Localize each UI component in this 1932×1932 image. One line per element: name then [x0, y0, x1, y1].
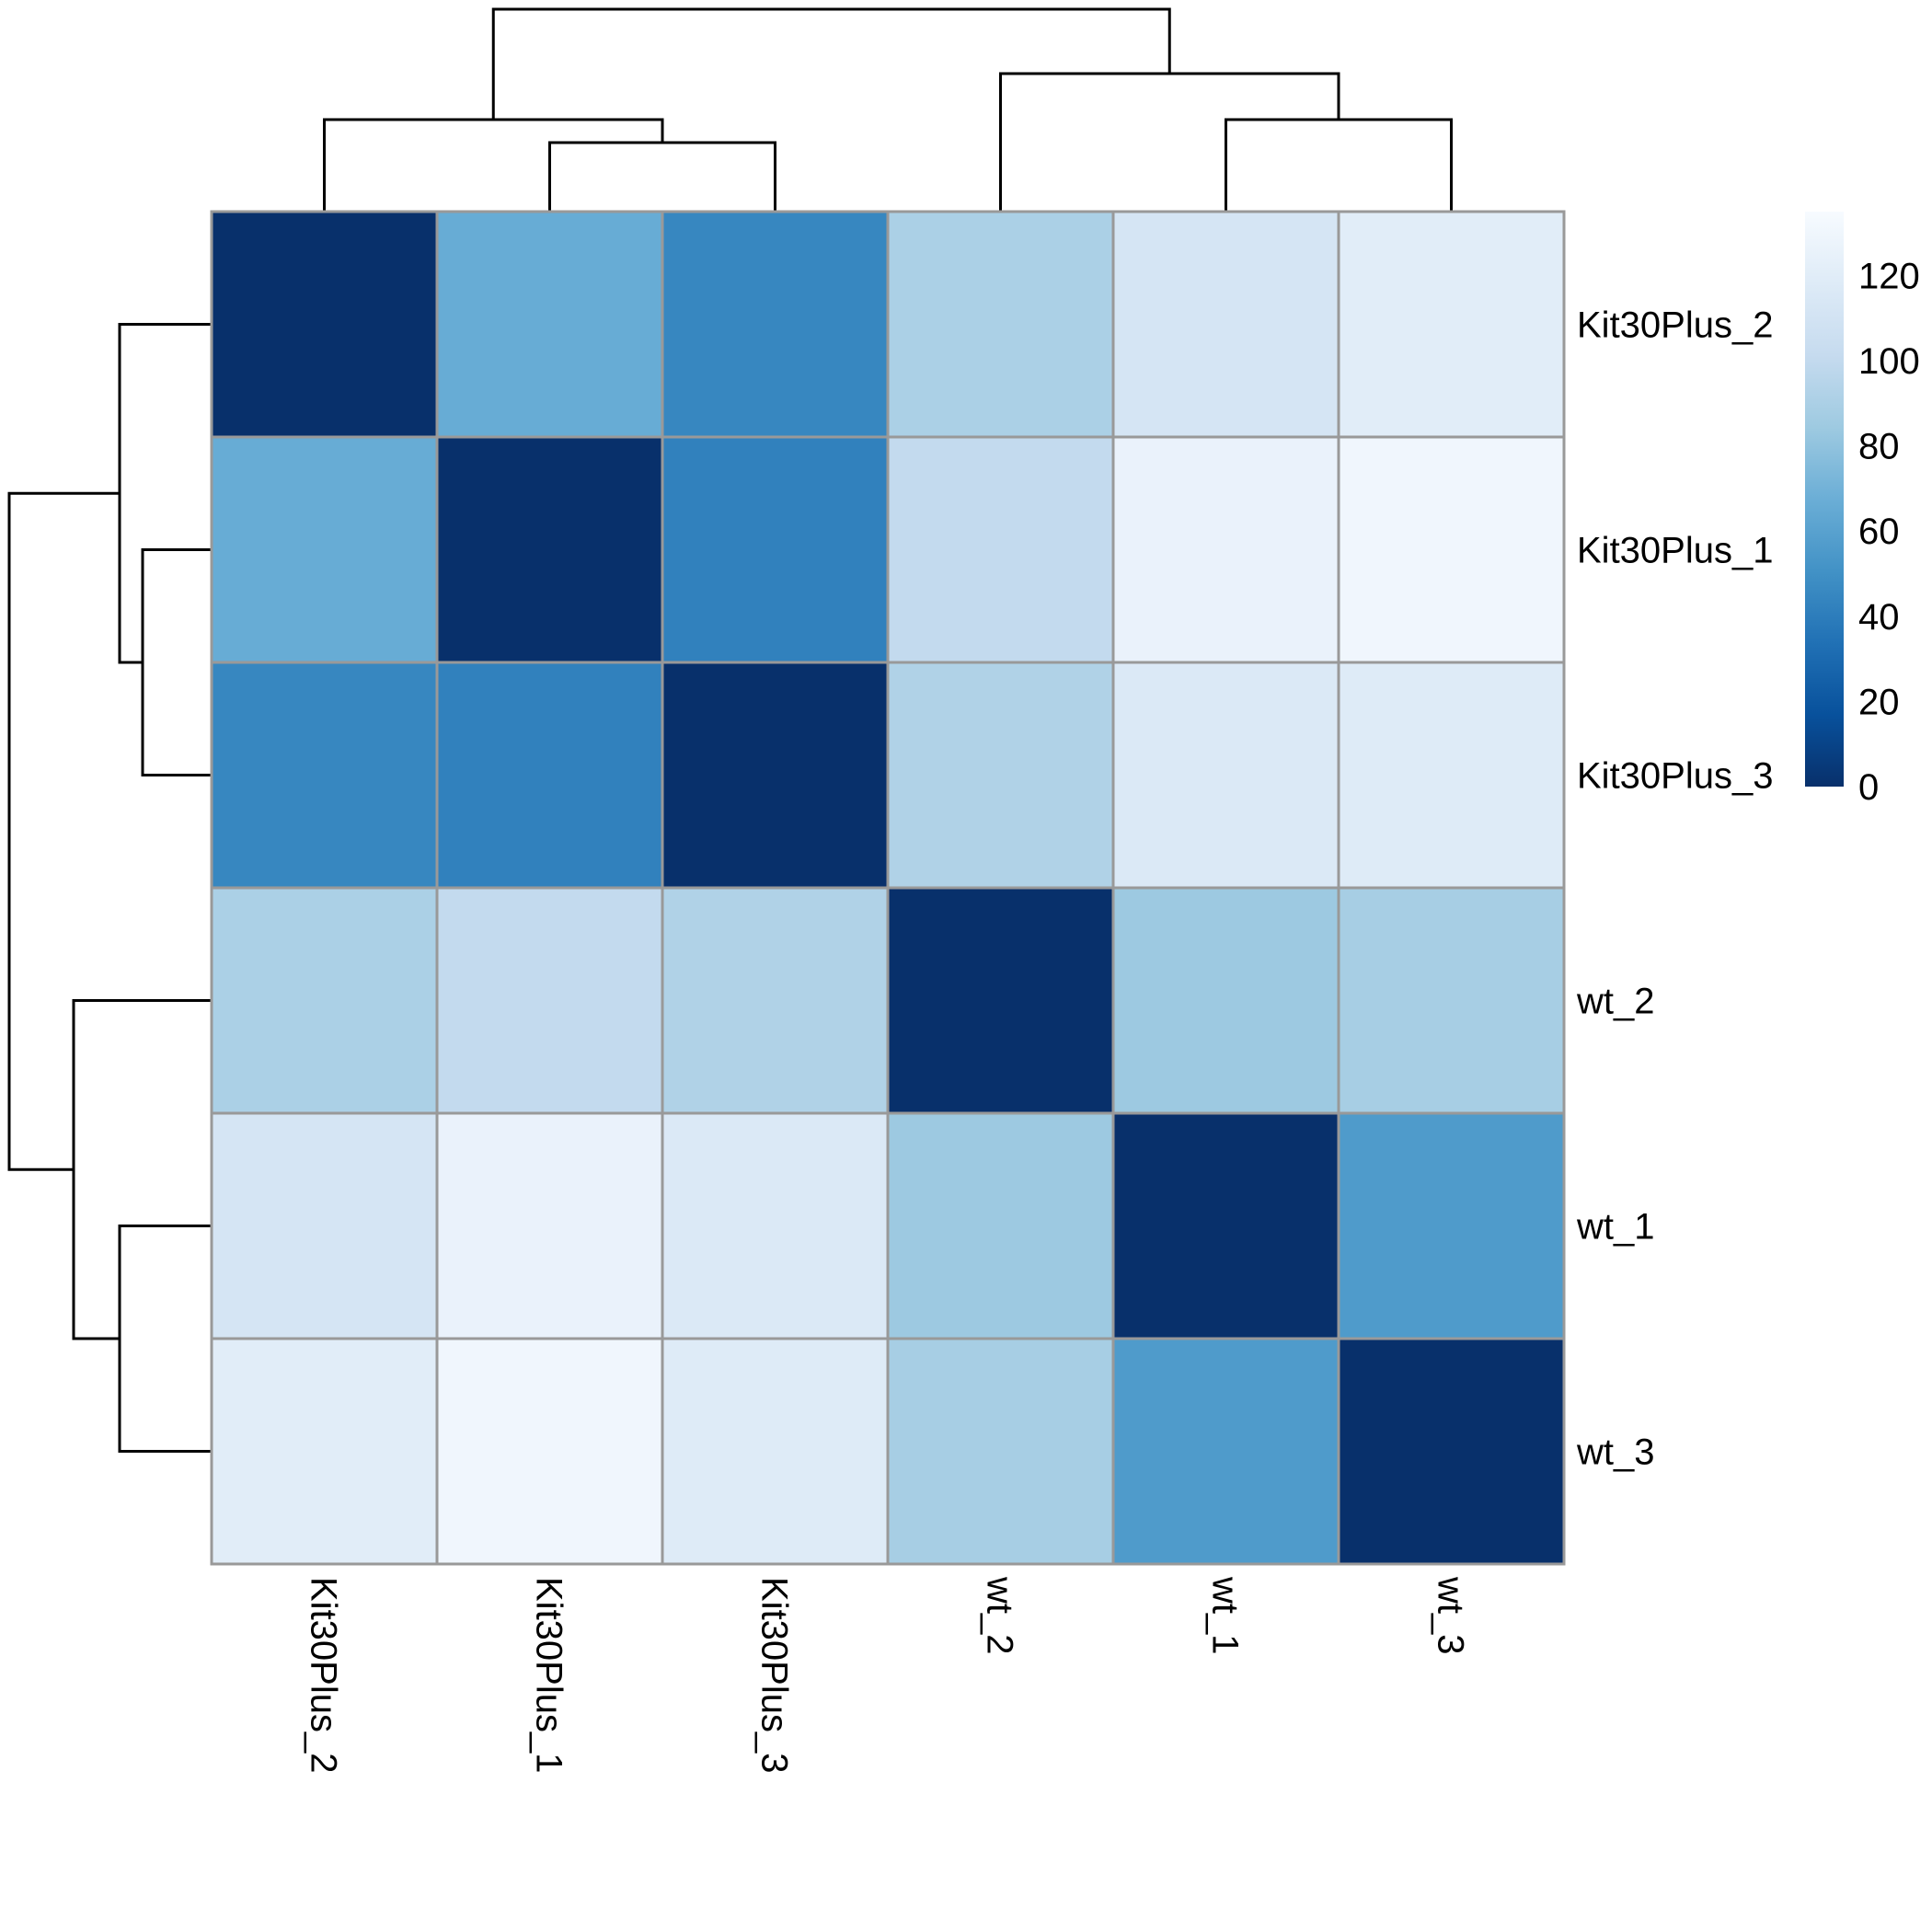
dendrogram-branch [999, 72, 1340, 212]
heatmap-cell [435, 886, 664, 1115]
heatmap-cell [435, 435, 664, 664]
heatmap-cell [210, 661, 439, 890]
heatmap-cell [661, 210, 890, 439]
heatmap-cell [435, 210, 664, 439]
heatmap-cell [210, 886, 439, 1115]
row-label: wt_2 [1576, 982, 1655, 1022]
heatmap-cell [435, 661, 664, 890]
heatmap-cell [886, 435, 1115, 664]
heatmap-cell [886, 210, 1115, 439]
dendrogram-branch [141, 548, 212, 776]
colorbar-tick-label: 120 [1858, 256, 1920, 296]
row-label: wt_3 [1576, 1432, 1655, 1473]
heatmap-cell [1111, 1111, 1340, 1340]
colorbar-tick-label: 40 [1858, 597, 1900, 638]
heatmap-cell [1337, 210, 1566, 439]
heatmap-cell [435, 1337, 664, 1566]
row-dendrogram [7, 323, 212, 1453]
column-label: Kit30Plus_2 [304, 1577, 344, 1773]
heatmap-cell [1111, 435, 1340, 664]
heatmap-cell [435, 1111, 664, 1340]
column-label: wt_3 [1431, 1576, 1471, 1655]
column-label: Kit30Plus_3 [754, 1577, 795, 1773]
colorbar-ticks: 0 20 40 60 80 100 120 [1858, 256, 1920, 808]
column-label: Kit30Plus_1 [529, 1577, 569, 1773]
heatmap-cell [210, 435, 439, 664]
row-label: Kit30Plus_3 [1577, 756, 1773, 797]
heatmap-cell [661, 1337, 890, 1566]
column-labels: Kit30Plus_2 Kit30Plus_1 Kit30Plus_3 wt_2 wt_… [304, 1576, 1471, 1773]
column-dendrogram [323, 7, 1453, 212]
heatmap-cell [1111, 886, 1340, 1115]
colorbar-gradient [1805, 212, 1844, 787]
heatmap-cell [886, 886, 1115, 1115]
heatmap-cell [210, 1337, 439, 1566]
dendrogram-branch [7, 491, 120, 1171]
row-label: Kit30Plus_1 [1577, 531, 1773, 571]
row-label: Kit30Plus_2 [1577, 305, 1773, 346]
colorbar-tick-label: 20 [1858, 682, 1900, 722]
heatmap-cell [1111, 1337, 1340, 1566]
heatmap-cells [210, 210, 1566, 1566]
heatmap-cell [1337, 661, 1566, 890]
column-label: wt_1 [1205, 1576, 1246, 1655]
colorbar: 0 20 40 60 80 100 120 [1805, 212, 1920, 808]
column-label: wt_2 [980, 1576, 1020, 1655]
heatmap-cell [1337, 1337, 1566, 1566]
heatmap-cell [1111, 210, 1340, 439]
colorbar-tick-label: 0 [1858, 767, 1879, 808]
heatmap-cell [661, 435, 890, 664]
heatmap-cell [1337, 435, 1566, 664]
heatmap-cell [661, 661, 890, 890]
dendrogram-branch [323, 118, 664, 212]
row-label: wt_1 [1576, 1207, 1655, 1248]
heatmap-cell [1337, 886, 1566, 1115]
colorbar-tick-label: 60 [1858, 512, 1900, 552]
heatmap-cell [661, 1111, 890, 1340]
dendrogram-branch [491, 7, 1171, 120]
colorbar-tick-label: 80 [1858, 427, 1900, 467]
heatmap-cell [661, 886, 890, 1115]
dendrogram-branch [118, 1225, 212, 1453]
heatmap-cell [210, 210, 439, 439]
heatmap-cell [1337, 1111, 1566, 1340]
heatmap-cell [210, 1111, 439, 1340]
dendrogram-branch [72, 999, 212, 1340]
dendrogram-branch [118, 323, 212, 664]
row-labels: Kit30Plus_2 Kit30Plus_1 Kit30Plus_3 wt_2 wt_… [1576, 305, 1773, 1473]
heatmap-cell [886, 661, 1115, 890]
heatmap-cell [886, 1337, 1115, 1566]
heatmap-cell [1111, 661, 1340, 890]
dendrogram-branch [1225, 118, 1453, 212]
heatmap-cell [886, 1111, 1115, 1340]
dendrogram-branch [548, 141, 776, 212]
colorbar-tick-label: 100 [1858, 341, 1920, 382]
